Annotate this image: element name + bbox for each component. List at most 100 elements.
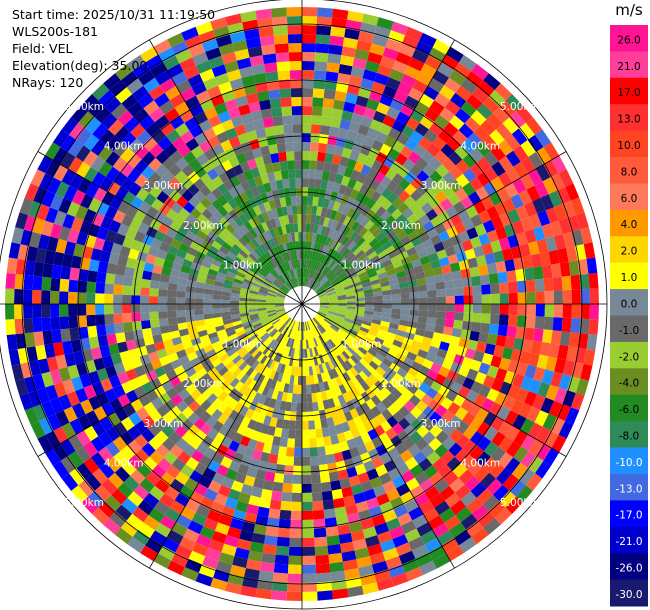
velocity-bin (548, 343, 560, 359)
velocity-bin (287, 429, 296, 439)
velocity-bin (319, 125, 331, 136)
velocity-bin (444, 351, 457, 363)
velocity-bin (478, 332, 489, 344)
velocity-bin (458, 259, 470, 271)
velocity-bin (397, 512, 413, 526)
velocity-bin (350, 112, 364, 125)
velocity-bin (321, 333, 329, 342)
velocity-bin (528, 422, 543, 439)
velocity-bin (405, 567, 423, 582)
velocity-bin (333, 265, 343, 274)
velocity-bin (320, 481, 332, 492)
velocity-bin (516, 280, 527, 293)
velocity-bin (415, 552, 433, 568)
velocity-bin (303, 339, 307, 349)
velocity-bin (544, 290, 554, 304)
velocity-bin (347, 218, 356, 229)
velocity-bin (304, 250, 308, 260)
velocity-bin (504, 336, 516, 349)
velocity-bin (387, 273, 398, 281)
velocity-bin (378, 376, 389, 387)
velocity-bin (364, 351, 375, 361)
velocity-bin (309, 447, 318, 457)
velocity-bin (354, 264, 365, 273)
velocity-bin (335, 192, 344, 204)
velocity-bin (404, 267, 415, 276)
velocity-bin (413, 388, 426, 401)
velocity-bin (312, 196, 319, 207)
velocity-bin (435, 430, 450, 444)
velocity-bin (425, 245, 437, 256)
velocity-bin (342, 261, 351, 270)
velocity-bin (486, 205, 500, 220)
velocity-bin (580, 304, 590, 320)
velocity-bin (419, 32, 437, 48)
velocity-bin (342, 205, 351, 216)
velocity-bin (356, 152, 368, 165)
velocity-bin (441, 185, 455, 199)
velocity-bin (588, 319, 599, 335)
velocity-bin (327, 312, 337, 317)
velocity-bin (342, 322, 352, 329)
velocity-bin (317, 373, 323, 384)
velocity-bin (534, 181, 549, 198)
velocity-bin (460, 268, 471, 279)
velocity-bin (336, 355, 345, 365)
velocity-bin (420, 150, 435, 164)
velocity-bin (346, 306, 356, 310)
velocity-bin (307, 402, 314, 412)
velocity-bin (318, 293, 328, 298)
velocity-bin (441, 538, 459, 554)
velocity-bin (359, 358, 369, 368)
velocity-bin (489, 191, 503, 206)
velocity-bin (325, 389, 333, 400)
velocity-bin (336, 344, 345, 353)
velocity-bin (398, 417, 411, 430)
velocity-bin (548, 249, 560, 265)
velocity-bin (302, 133, 311, 143)
velocity-bin (422, 418, 436, 432)
velocity-bin (441, 264, 452, 275)
velocity-bin (356, 172, 368, 184)
velocity-bin (289, 537, 302, 547)
velocity-bin (438, 230, 450, 242)
velocity-bin (302, 79, 314, 89)
velocity-bin (432, 553, 451, 569)
velocity-bin (446, 136, 462, 152)
velocity-bin (428, 545, 446, 561)
velocity-bin (490, 283, 500, 295)
velocity-bin (328, 260, 336, 269)
velocity-bin (454, 373, 467, 386)
velocity-bin (398, 319, 409, 327)
velocity-bin (391, 308, 401, 315)
velocity-bin (302, 591, 318, 601)
velocity-bin (437, 129, 453, 144)
velocity-bin (470, 482, 487, 498)
velocity-bin (329, 302, 338, 304)
velocity-bin (443, 471, 459, 486)
velocity-bin (324, 189, 333, 200)
velocity-bin (550, 263, 562, 278)
velocity-bin (305, 375, 311, 385)
velocity-bin (497, 324, 508, 337)
colorbar-tick-label: -21.0 (615, 536, 642, 548)
velocity-bin (380, 320, 390, 328)
velocity-bin (408, 506, 424, 521)
velocity-bin (337, 297, 347, 301)
velocity-bin (300, 331, 302, 340)
velocity-bin (396, 111, 410, 125)
velocity-bin (374, 25, 391, 39)
velocity-bin (423, 464, 438, 479)
velocity-bin (490, 355, 502, 368)
velocity-bin (512, 414, 527, 430)
velocity-bin (388, 377, 400, 389)
velocity-bin (420, 63, 437, 78)
velocity-bin (354, 547, 370, 560)
velocity-bin (359, 326, 370, 334)
velocity-bin (366, 267, 376, 275)
velocity-bin (317, 7, 333, 18)
velocity-bin (392, 60, 409, 74)
velocity-bin (540, 194, 555, 211)
velocity-bin (297, 384, 302, 394)
velocity-bin (353, 104, 366, 116)
